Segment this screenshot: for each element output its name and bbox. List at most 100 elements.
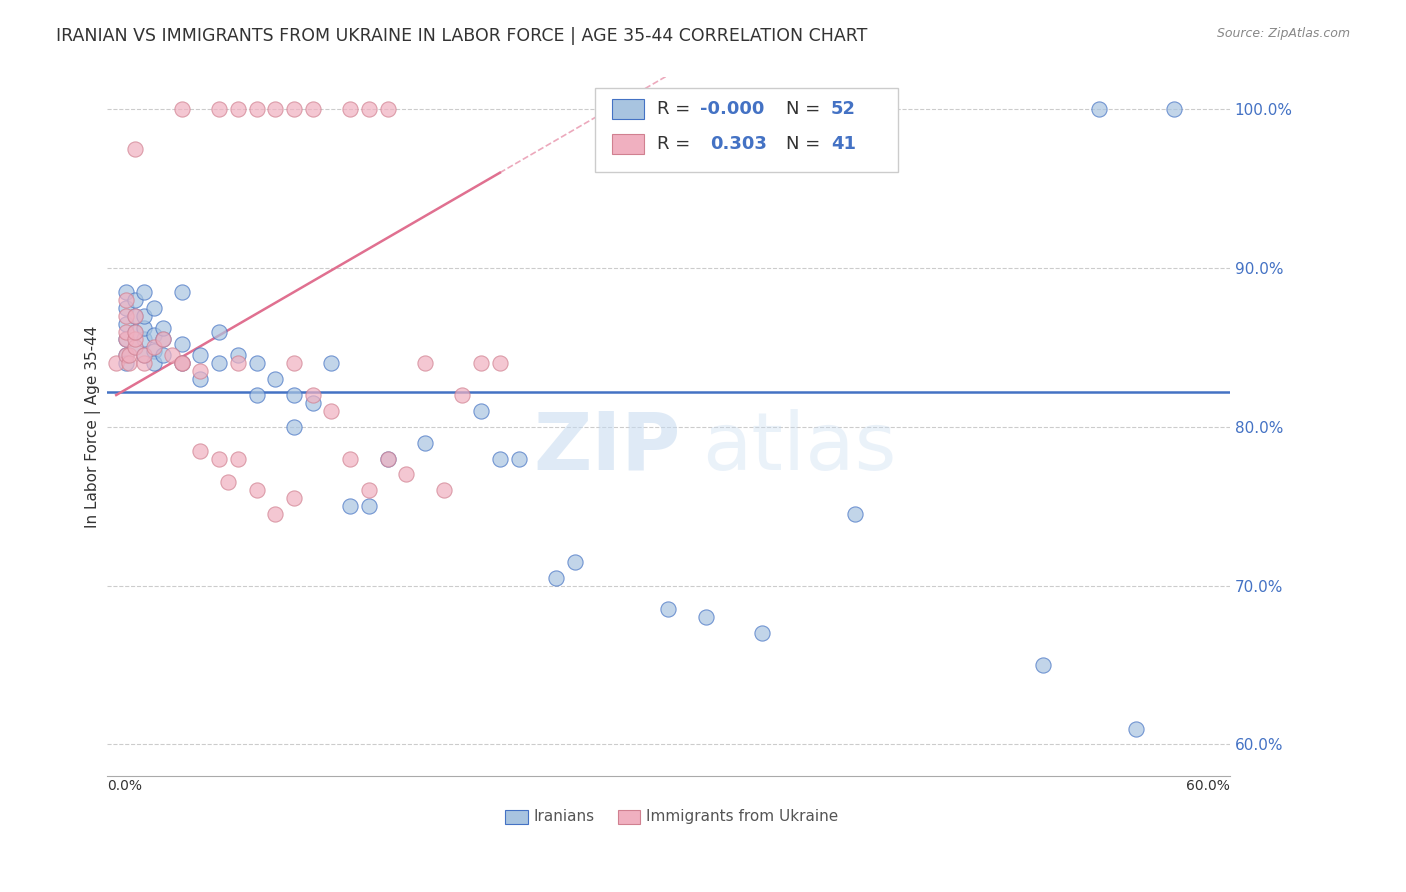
Y-axis label: In Labor Force | Age 35-44: In Labor Force | Age 35-44 xyxy=(86,326,101,528)
Point xyxy=(508,451,530,466)
Point xyxy=(124,309,146,323)
Point xyxy=(152,333,174,347)
Point xyxy=(226,102,249,116)
Point xyxy=(142,301,165,315)
Point xyxy=(118,348,141,362)
Point xyxy=(470,356,492,370)
Point xyxy=(321,356,343,370)
FancyBboxPatch shape xyxy=(612,134,644,153)
Point xyxy=(118,356,141,370)
Point xyxy=(142,327,165,342)
Point xyxy=(114,333,136,347)
Point xyxy=(170,337,193,351)
Text: R =: R = xyxy=(657,135,702,153)
Point xyxy=(283,491,305,506)
Point xyxy=(152,333,174,347)
Point xyxy=(170,356,193,370)
Point xyxy=(190,348,212,362)
Point xyxy=(377,102,399,116)
Text: 0.0%: 0.0% xyxy=(107,780,142,793)
Point xyxy=(413,435,436,450)
FancyBboxPatch shape xyxy=(506,810,527,823)
Point xyxy=(114,317,136,331)
Point xyxy=(339,102,361,116)
FancyBboxPatch shape xyxy=(595,88,898,172)
Point xyxy=(124,142,146,156)
Text: N =: N = xyxy=(786,100,827,118)
FancyBboxPatch shape xyxy=(617,810,640,823)
Point xyxy=(190,364,212,378)
Point xyxy=(170,102,193,116)
Point xyxy=(844,507,866,521)
Point xyxy=(208,356,231,370)
Point xyxy=(226,348,249,362)
Point xyxy=(377,451,399,466)
Point xyxy=(114,348,136,362)
FancyBboxPatch shape xyxy=(612,99,644,119)
Point xyxy=(124,325,146,339)
Point xyxy=(134,356,156,370)
Point xyxy=(264,507,287,521)
Text: 52: 52 xyxy=(831,100,856,118)
Point xyxy=(301,102,323,116)
Point xyxy=(283,102,305,116)
Point xyxy=(657,602,679,616)
Point xyxy=(114,301,136,315)
Point xyxy=(170,285,193,299)
Point xyxy=(152,348,174,362)
Point xyxy=(283,356,305,370)
Text: 60.0%: 60.0% xyxy=(1185,780,1230,793)
Point xyxy=(413,356,436,370)
Point xyxy=(142,340,165,354)
Point xyxy=(124,340,146,354)
Point xyxy=(264,372,287,386)
Point xyxy=(1163,102,1185,116)
Point xyxy=(162,348,184,362)
Point xyxy=(564,555,586,569)
Point xyxy=(751,626,773,640)
Point xyxy=(339,499,361,513)
Point xyxy=(321,404,343,418)
Point xyxy=(226,451,249,466)
Point xyxy=(142,343,165,358)
Point xyxy=(190,443,212,458)
Point xyxy=(134,285,156,299)
Point xyxy=(124,325,146,339)
Text: ZIP: ZIP xyxy=(533,409,681,487)
Point xyxy=(283,419,305,434)
Point xyxy=(208,451,231,466)
Text: -0.000: -0.000 xyxy=(700,100,763,118)
Point xyxy=(1125,722,1147,736)
Point xyxy=(245,102,267,116)
Point xyxy=(142,356,165,370)
Point xyxy=(395,467,418,482)
Text: R =: R = xyxy=(657,100,696,118)
Point xyxy=(264,102,287,116)
Point xyxy=(218,475,240,490)
Point xyxy=(114,325,136,339)
Point xyxy=(134,321,156,335)
Point xyxy=(124,309,146,323)
Point xyxy=(114,309,136,323)
Point xyxy=(170,356,193,370)
Point xyxy=(245,388,267,402)
Text: N =: N = xyxy=(786,135,827,153)
Point xyxy=(489,451,512,466)
Text: 0.303: 0.303 xyxy=(710,135,766,153)
Point xyxy=(226,356,249,370)
Point xyxy=(301,396,323,410)
Point xyxy=(124,293,146,307)
Point xyxy=(208,102,231,116)
Point xyxy=(114,356,136,370)
Point xyxy=(283,388,305,402)
Point xyxy=(114,293,136,307)
Point xyxy=(114,348,136,362)
Text: Immigrants from Ukraine: Immigrants from Ukraine xyxy=(645,809,838,824)
Text: Source: ZipAtlas.com: Source: ZipAtlas.com xyxy=(1216,27,1350,40)
Text: atlas: atlas xyxy=(702,409,897,487)
Point xyxy=(357,102,380,116)
Point xyxy=(339,451,361,466)
Point xyxy=(245,483,267,498)
Text: 41: 41 xyxy=(831,135,856,153)
Point xyxy=(124,340,146,354)
